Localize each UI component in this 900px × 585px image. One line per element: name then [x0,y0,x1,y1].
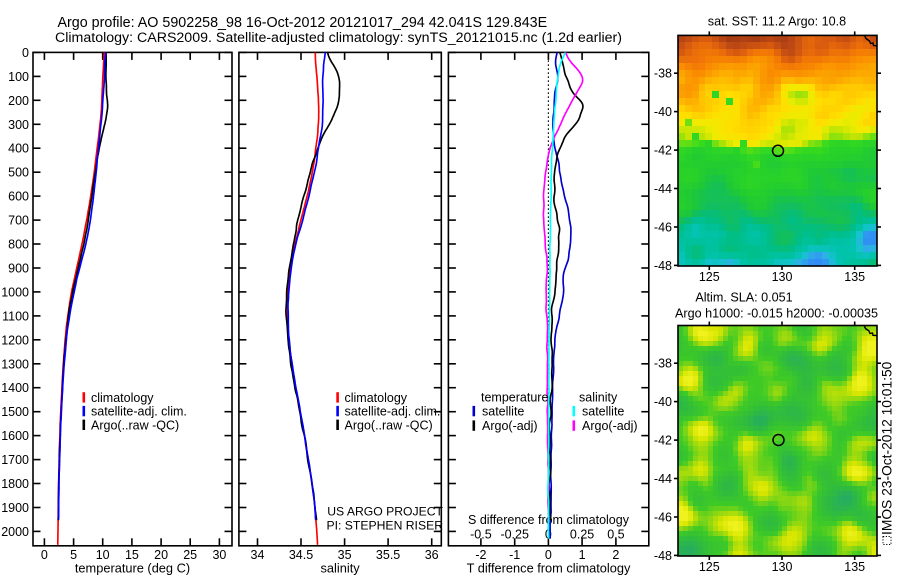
svg-text:0: 0 [545,548,552,562]
svg-text:1400: 1400 [1,381,29,395]
svg-text:1000: 1000 [1,285,29,299]
svg-text:135: 135 [844,270,865,284]
svg-text:satellite: satellite [482,405,524,419]
svg-text:-0.5: -0.5 [470,528,492,542]
svg-text:Argo h1000: -0.015 h2000: -0.0: Argo h1000: -0.015 h2000: -0.00035 [675,307,878,321]
svg-text:800: 800 [8,238,29,252]
svg-text:-48: -48 [654,259,672,273]
svg-text:1500: 1500 [1,405,29,419]
svg-text:130: 130 [772,270,793,284]
svg-text:T difference from climatology: T difference from climatology [467,561,631,576]
svg-text:2: 2 [612,548,619,562]
svg-text:700: 700 [8,214,29,228]
svg-text:0: 0 [41,548,48,562]
svg-text:temperature (deg C): temperature (deg C) [75,561,190,576]
svg-text:satellite-adj. clim.: satellite-adj. clim. [345,405,441,419]
svg-text:1600: 1600 [1,429,29,443]
svg-text:34: 34 [251,548,265,562]
svg-text:-38: -38 [654,357,672,371]
svg-text:satellite-adj. clim.: satellite-adj. clim. [91,405,187,419]
svg-text:salinity: salinity [321,561,361,576]
svg-text:US ARGO PROJECT: US ARGO PROJECT [327,504,443,518]
svg-text:1700: 1700 [1,453,29,467]
svg-text:satellite: satellite [582,405,624,419]
svg-text:-0.25: -0.25 [500,528,529,542]
svg-text:-46: -46 [654,221,672,235]
svg-text:Argo(..raw -QC): Argo(..raw -QC) [91,418,179,432]
svg-text:IMOS 23-Oct-2012 10:01:50: IMOS 23-Oct-2012 10:01:50 [880,361,895,535]
svg-text:-44: -44 [654,472,672,486]
svg-text:-48: -48 [654,549,672,563]
svg-text:salinity: salinity [579,391,618,405]
svg-text:900: 900 [8,262,29,276]
svg-text:10: 10 [96,548,110,562]
svg-text:-40: -40 [654,395,672,409]
svg-text:34.5: 34.5 [289,548,313,562]
svg-text:125: 125 [699,270,720,284]
svg-text:35.5: 35.5 [376,548,400,562]
svg-text:30: 30 [212,548,226,562]
svg-text:Altim. SLA: 0.051: Altim. SLA: 0.051 [695,291,792,305]
svg-text:climatology: climatology [345,391,408,405]
svg-text:130: 130 [772,560,793,574]
svg-text:PI: STEPHEN RISER: PI: STEPHEN RISER [327,519,444,533]
svg-text:Argo(-adj): Argo(-adj) [482,419,538,433]
svg-text:-46: -46 [654,511,672,525]
svg-text:Argo(-adj): Argo(-adj) [582,419,638,433]
svg-text:temperature: temperature [481,391,548,405]
svg-text:2000: 2000 [1,525,29,539]
svg-text:1300: 1300 [1,357,29,371]
svg-text:125: 125 [699,560,720,574]
svg-text:36: 36 [425,548,439,562]
svg-text:400: 400 [8,142,29,156]
svg-text:-38: -38 [654,67,672,81]
svg-text:600: 600 [8,190,29,204]
svg-text:1800: 1800 [1,477,29,491]
svg-text:-42: -42 [654,144,672,158]
svg-text:20: 20 [154,548,168,562]
svg-text:-1: -1 [509,548,520,562]
svg-text:25: 25 [183,548,197,562]
svg-text:0.25: 0.25 [570,528,594,542]
svg-text:Argo(..raw -QC): Argo(..raw -QC) [345,418,433,432]
svg-text:-44: -44 [654,182,672,196]
svg-text:sat. SST: 11.2 Argo: 10.8: sat. SST: 11.2 Argo: 10.8 [708,14,846,28]
svg-text:15: 15 [125,548,139,562]
svg-text:0: 0 [22,46,29,60]
svg-text:100: 100 [8,70,29,84]
svg-text:1200: 1200 [1,333,29,347]
svg-text:35: 35 [338,548,352,562]
svg-text:-2: -2 [475,548,486,562]
svg-text:200: 200 [8,94,29,108]
svg-text:-40: -40 [654,105,672,119]
svg-text:1900: 1900 [1,501,29,515]
svg-text:0.5: 0.5 [607,528,624,542]
svg-text:300: 300 [8,118,29,132]
svg-text:5: 5 [70,548,77,562]
svg-text:Argo profile: AO 5902258_98 16: Argo profile: AO 5902258_98 16-Oct-2012 … [58,15,548,31]
svg-text:500: 500 [8,166,29,180]
svg-text:climatology: climatology [91,391,154,405]
svg-text:-42: -42 [654,434,672,448]
svg-text:135: 135 [844,560,865,574]
svg-text:Climatology: CARS2009. Satelli: Climatology: CARS2009. Satellite-adjuste… [55,30,622,46]
svg-text:1100: 1100 [2,309,29,323]
svg-text:1: 1 [579,548,586,562]
